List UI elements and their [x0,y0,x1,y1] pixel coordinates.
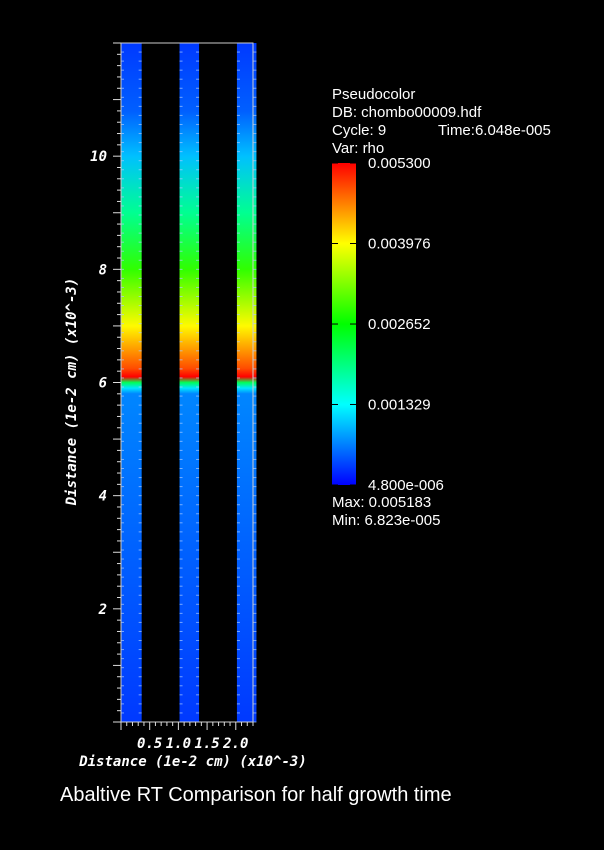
variable-label: Var: rho [332,140,385,157]
time-label: Time:6.048e-005 [438,122,551,139]
density-column-2 [179,43,200,722]
y-tick-label-4: 4 [99,489,107,505]
density-column-3 [236,43,257,722]
x-axis-ticks: 0.5 1.0 1.5 2.0 Distance (1e-2 cm) (x10^-3) [78,722,307,770]
y-tick-label-8: 8 [99,262,107,278]
plot-type-label: Pseudocolor [332,86,416,103]
y-tick-label-2: 2 [98,602,107,618]
density-column-1 [121,43,142,722]
y-axis-ticks: 2 4 6 8 10 Distance (1e-2 cm) (x10^-3) [64,42,121,723]
x-tick-label-2.0: 2.0 [222,736,248,752]
chart-caption: Abaltive RT Comparison for half growth t… [60,784,452,806]
y-axis-label: Distance (1e-2 cm) (x10^-3) [64,278,80,507]
colorbar-tick-label-2: 0.003976 [368,236,431,253]
mesh-marks-3 [236,51,257,723]
x-axis-label: Distance (1e-2 cm) (x10^-3) [78,754,307,770]
colorbar-tick-label-3: 0.002652 [368,316,431,333]
colorbar-ticks: 0.005300 0.003976 0.002652 0.001329 4.800e-0… [332,155,444,494]
x-tick-label-0.5: 0.5 [137,736,162,752]
database-label: DB: chombo00009.hdf [332,104,482,121]
y-tick-label-10: 10 [90,149,107,165]
colorbar-tick-label-5: 4.800e-006 [368,477,444,494]
density-columns [121,43,257,723]
colorbar-tick-label-4: 0.001329 [368,396,431,413]
mesh-marks-2 [179,51,200,723]
x-tick-label-1.5: 1.5 [194,736,219,752]
y-tick-label-6: 6 [99,376,107,392]
colorbar-tick-label-1: 0.005300 [368,155,431,172]
x-tick-label-1.0: 1.0 [166,736,191,752]
min-label: Min: 6.823e-005 [332,512,441,529]
cycle-label: Cycle: 9 [332,122,387,139]
max-label: Max: 0.005183 [332,494,432,511]
